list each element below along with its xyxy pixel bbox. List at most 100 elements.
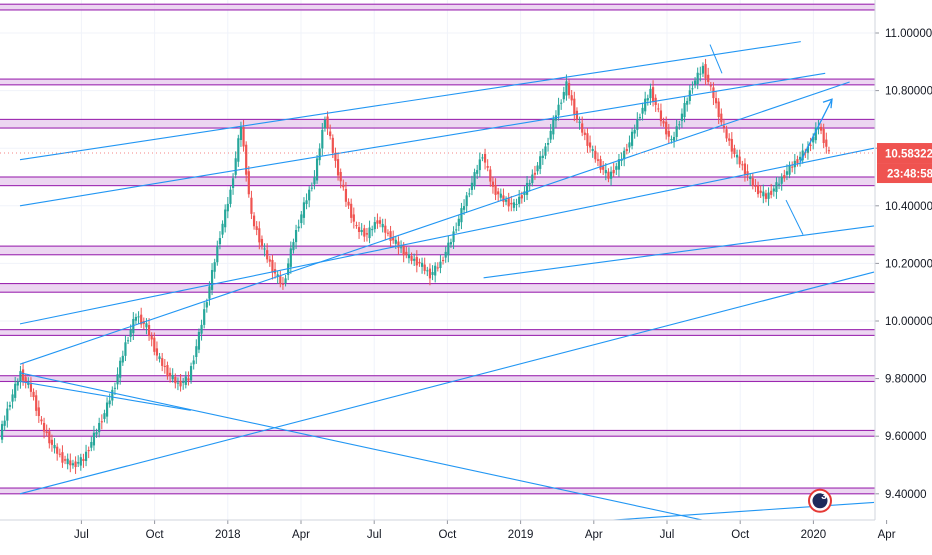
y-tick-label: 11.00000 xyxy=(885,28,932,40)
candle-body xyxy=(305,200,308,205)
candle-body xyxy=(95,432,98,435)
candle-body xyxy=(329,131,332,137)
x-tick-label: 2018 xyxy=(215,529,241,541)
candle-body xyxy=(56,446,59,454)
candle-body xyxy=(615,166,618,170)
candle-body xyxy=(434,265,437,276)
candle-body xyxy=(247,171,250,195)
resistance-zone xyxy=(0,245,875,256)
candle-body xyxy=(355,225,358,227)
candle-body xyxy=(777,183,781,185)
candle-body xyxy=(363,228,366,237)
candle-body xyxy=(331,137,334,153)
candle-body xyxy=(19,371,22,382)
candle-body xyxy=(84,451,88,461)
candle-body xyxy=(289,248,292,267)
candle-body xyxy=(350,203,353,218)
candle-body xyxy=(318,148,321,161)
candle-body xyxy=(3,420,6,426)
event-badge-icon xyxy=(812,493,828,509)
candle-body xyxy=(276,274,279,277)
candle-body xyxy=(693,80,697,85)
candle-body xyxy=(150,335,153,340)
candle-body xyxy=(368,227,371,239)
last-price-value: 10.58322 xyxy=(885,149,932,161)
candle-body xyxy=(203,309,206,325)
x-tick-label: Jul xyxy=(74,529,89,541)
candle-body xyxy=(339,171,342,182)
countdown-tag xyxy=(877,163,932,184)
candle-body xyxy=(92,432,96,446)
candle-body xyxy=(420,262,424,267)
candle-body xyxy=(699,73,702,75)
candle-body xyxy=(623,150,626,160)
candle-body xyxy=(113,387,117,389)
candle-body xyxy=(662,121,665,124)
candle-body xyxy=(486,166,489,168)
projection-arrow-head xyxy=(822,98,833,109)
candle-body xyxy=(657,108,660,110)
x-tick-label: 2019 xyxy=(508,529,534,541)
candle-body xyxy=(683,102,686,118)
candle-body xyxy=(426,270,429,272)
candle-body xyxy=(636,119,639,130)
candle-body xyxy=(371,229,374,231)
candle-body xyxy=(633,129,636,134)
candle-body xyxy=(111,389,114,401)
x-tick-label: Jul xyxy=(367,529,382,541)
candle-body xyxy=(827,150,831,152)
resistance-zone xyxy=(0,118,875,129)
x-tick-label: Oct xyxy=(731,529,750,541)
candle-body xyxy=(512,202,516,208)
x-tick-label: Apr xyxy=(585,529,603,541)
candle-body xyxy=(226,203,229,212)
candle-body xyxy=(224,209,227,228)
trendline xyxy=(19,380,191,411)
candle-body xyxy=(770,190,773,195)
candle-body xyxy=(819,126,823,131)
resistance-zone xyxy=(0,283,875,293)
candle-body xyxy=(457,218,460,226)
candle-body xyxy=(515,203,518,205)
candle-body xyxy=(126,340,130,342)
candle-body xyxy=(360,229,363,233)
candle-body xyxy=(691,88,694,90)
candle-body xyxy=(77,462,80,464)
candle-body xyxy=(667,130,670,137)
candle-body xyxy=(14,383,17,398)
candle-body xyxy=(418,261,421,264)
event-badge-count: 3 xyxy=(821,491,827,502)
candle-body xyxy=(612,169,615,174)
candle-body xyxy=(45,431,48,434)
candle-body xyxy=(184,376,187,385)
trendline xyxy=(19,372,705,520)
candle-body xyxy=(651,87,655,102)
y-tick-label: 9.40000 xyxy=(885,489,927,501)
candle-body xyxy=(741,164,744,166)
candle-body xyxy=(405,251,408,255)
candle-body xyxy=(82,458,85,461)
candle-body xyxy=(24,377,27,382)
candle-body xyxy=(798,156,802,160)
candle-body xyxy=(119,360,122,378)
candle-body xyxy=(336,159,340,176)
candle-body xyxy=(767,192,770,199)
candle-body xyxy=(250,197,253,214)
candle-body xyxy=(591,149,594,151)
candle-body xyxy=(470,182,474,190)
candle-body xyxy=(518,196,521,204)
candle-body xyxy=(552,118,555,135)
trendline xyxy=(19,41,801,161)
candle-body xyxy=(229,189,232,204)
candle-body xyxy=(646,98,649,101)
candle-body xyxy=(308,189,311,201)
candle-body xyxy=(476,170,479,174)
candle-body xyxy=(439,261,442,269)
candle-body xyxy=(245,144,248,175)
candle-body xyxy=(294,229,298,243)
candle-body xyxy=(29,384,33,392)
candle-body xyxy=(625,149,628,151)
candle-body xyxy=(124,342,127,356)
candle-body xyxy=(66,458,69,465)
